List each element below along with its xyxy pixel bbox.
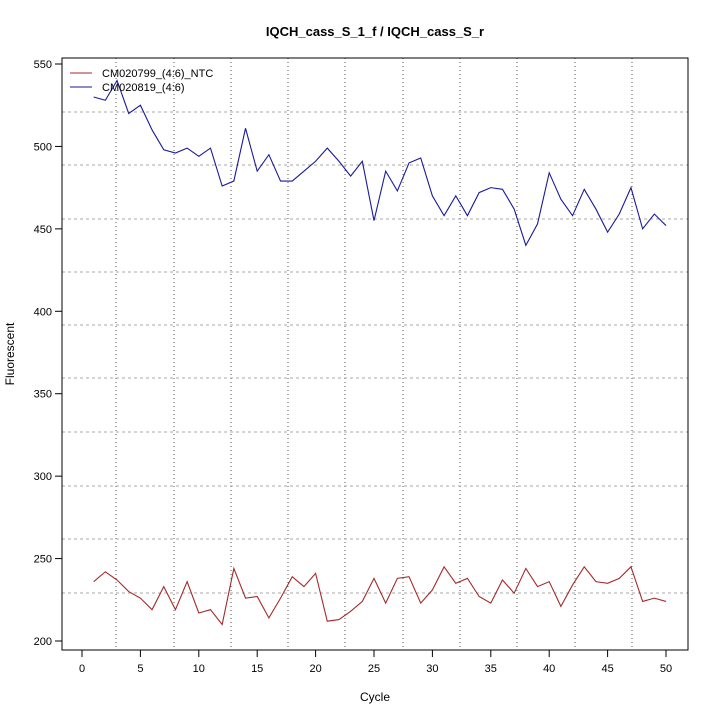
- x-tick-label: 5: [137, 663, 143, 675]
- y-tick-label: 450: [34, 224, 52, 236]
- y-tick-label: 400: [34, 306, 52, 318]
- x-tick-label: 35: [485, 663, 497, 675]
- y-axis-label: Fluorescent: [3, 322, 17, 385]
- x-tick-label: 25: [368, 663, 380, 675]
- x-tick-label: 30: [426, 663, 438, 675]
- y-tick-label: 550: [34, 59, 52, 71]
- x-tick-label: 40: [543, 663, 555, 675]
- y-tick-label: 350: [34, 389, 52, 401]
- x-tick-label: 50: [660, 663, 672, 675]
- x-tick-label: 0: [79, 663, 85, 675]
- series-lines: [93, 79, 667, 626]
- legend-label: CM020819_(4:6): [102, 82, 185, 94]
- x-axis-label: Cycle: [360, 690, 390, 704]
- plot-frame: [61, 57, 689, 651]
- y-tick-label: 300: [34, 471, 52, 483]
- x-tick-label: 15: [251, 663, 263, 675]
- series-line: [93, 565, 667, 626]
- y-tick-label: 500: [34, 141, 52, 153]
- x-tick-label: 45: [601, 663, 613, 675]
- legend: CM020799_(4:6)_NTC CM020819_(4:6): [70, 68, 213, 94]
- y-tick-label: 250: [34, 554, 52, 566]
- grid: [62, 58, 688, 650]
- y-tick-label: 200: [34, 636, 52, 648]
- x-tick-label: 20: [309, 663, 321, 675]
- chart-title: IQCH_cass_S_1_f / IQCH_cass_S_r: [266, 24, 484, 39]
- axes: 0 5 10 15 20 25 30 35 40 45 50 200 250 300 350 400 450 50…: [34, 59, 672, 675]
- series-line: [93, 79, 667, 247]
- legend-label: CM020799_(4:6)_NTC: [102, 68, 213, 80]
- x-tick-label: 10: [193, 663, 205, 675]
